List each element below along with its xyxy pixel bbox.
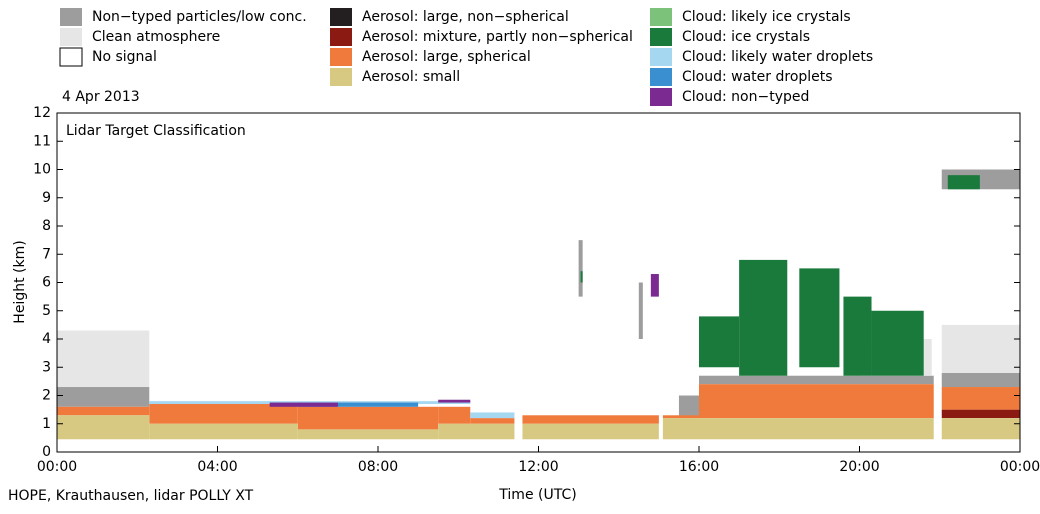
class-region	[438, 423, 515, 440]
legend-swatch	[650, 8, 672, 26]
class-region	[57, 387, 150, 407]
plot-area	[57, 169, 1020, 440]
y-tick-label: 5	[42, 303, 51, 319]
class-region	[699, 384, 934, 419]
y-tick-label: 4	[42, 331, 51, 347]
legend-swatch	[330, 8, 352, 26]
chart-title: Lidar Target Classification	[66, 123, 246, 139]
footer: HOPE, Krauthausen, lidar POLLY XT	[8, 488, 254, 504]
legend-label: Clean atmosphere	[92, 29, 220, 45]
legend-swatch	[330, 68, 352, 86]
legend-label: Aerosol: mixture, partly non−spherical	[362, 29, 633, 45]
class-region	[947, 175, 980, 190]
class-region	[470, 412, 515, 419]
date-label: 4 Apr 2013	[62, 89, 140, 105]
class-region	[578, 240, 583, 297]
legend-swatch	[330, 48, 352, 66]
class-region	[638, 282, 643, 339]
class-region	[662, 415, 699, 419]
legend-label: No signal	[92, 49, 157, 65]
legend-swatch	[330, 28, 352, 46]
legend-swatch	[650, 68, 672, 86]
legend-label: Cloud: likely ice crystals	[682, 9, 851, 25]
y-tick-label: 7	[42, 246, 51, 262]
legend-label: Aerosol: large, spherical	[362, 49, 531, 65]
class-region	[941, 387, 1020, 410]
legend-label: Cloud: ice crystals	[682, 29, 810, 45]
x-axis-label: Time (UTC)	[498, 487, 576, 503]
class-region	[580, 271, 583, 283]
y-tick-label: 10	[33, 162, 51, 178]
class-region	[522, 423, 659, 440]
legend-swatch	[59, 47, 83, 67]
y-axis-label: Height (km)	[12, 240, 28, 323]
y-tick-label: 1	[42, 416, 51, 432]
legend-swatch	[650, 88, 672, 106]
y-tick-label: 2	[42, 388, 51, 404]
y-tick-label: 12	[33, 105, 51, 121]
class-region	[269, 402, 338, 407]
x-tick-label: 00:00	[37, 459, 77, 475]
legend-label: Aerosol: small	[362, 69, 460, 85]
class-region	[297, 402, 419, 407]
legend-swatch	[650, 28, 672, 46]
legend-swatch	[60, 8, 82, 26]
class-region	[799, 268, 840, 368]
class-region	[843, 296, 872, 376]
class-region	[941, 409, 1020, 419]
x-tick-label: 12:00	[518, 459, 558, 475]
legend-label: Cloud: likely water droplets	[682, 49, 873, 65]
class-region	[941, 418, 1020, 440]
legend-swatch	[60, 28, 82, 46]
class-region	[941, 324, 1020, 373]
class-region	[941, 372, 1020, 388]
class-region	[57, 330, 150, 388]
y-tick-label: 8	[42, 218, 51, 234]
legend-label: Cloud: non−typed	[682, 89, 809, 105]
class-region	[57, 415, 150, 440]
class-region	[678, 395, 699, 419]
y-tick-label: 9	[42, 190, 51, 206]
y-tick-label: 3	[42, 359, 51, 375]
class-region	[662, 418, 934, 440]
x-tick-label: 20:00	[839, 459, 879, 475]
class-region	[149, 403, 298, 424]
class-region	[149, 423, 298, 440]
class-region	[438, 399, 471, 403]
class-region	[297, 429, 439, 440]
class-region	[871, 310, 924, 376]
class-region	[297, 406, 439, 430]
y-tick-label: 0	[42, 444, 51, 460]
class-region	[739, 259, 788, 376]
class-region	[438, 406, 471, 424]
class-region	[699, 316, 740, 368]
class-region	[699, 375, 934, 385]
legend-label: Cloud: water droplets	[682, 69, 833, 85]
legend-label: Non−typed particles/low conc.	[92, 9, 307, 25]
y-tick-label: 6	[42, 275, 51, 291]
legend-label: Aerosol: large, non−spherical	[362, 9, 569, 25]
x-tick-label: 16:00	[679, 459, 719, 475]
class-region	[650, 274, 659, 297]
y-tick-label: 11	[33, 133, 51, 149]
class-region	[522, 415, 659, 424]
x-tick-label: 04:00	[197, 459, 237, 475]
x-tick-label: 08:00	[358, 459, 398, 475]
x-tick-label: 00:00	[1000, 459, 1040, 475]
legend-swatch	[650, 48, 672, 66]
class-region	[57, 406, 150, 416]
class-region	[470, 418, 515, 424]
